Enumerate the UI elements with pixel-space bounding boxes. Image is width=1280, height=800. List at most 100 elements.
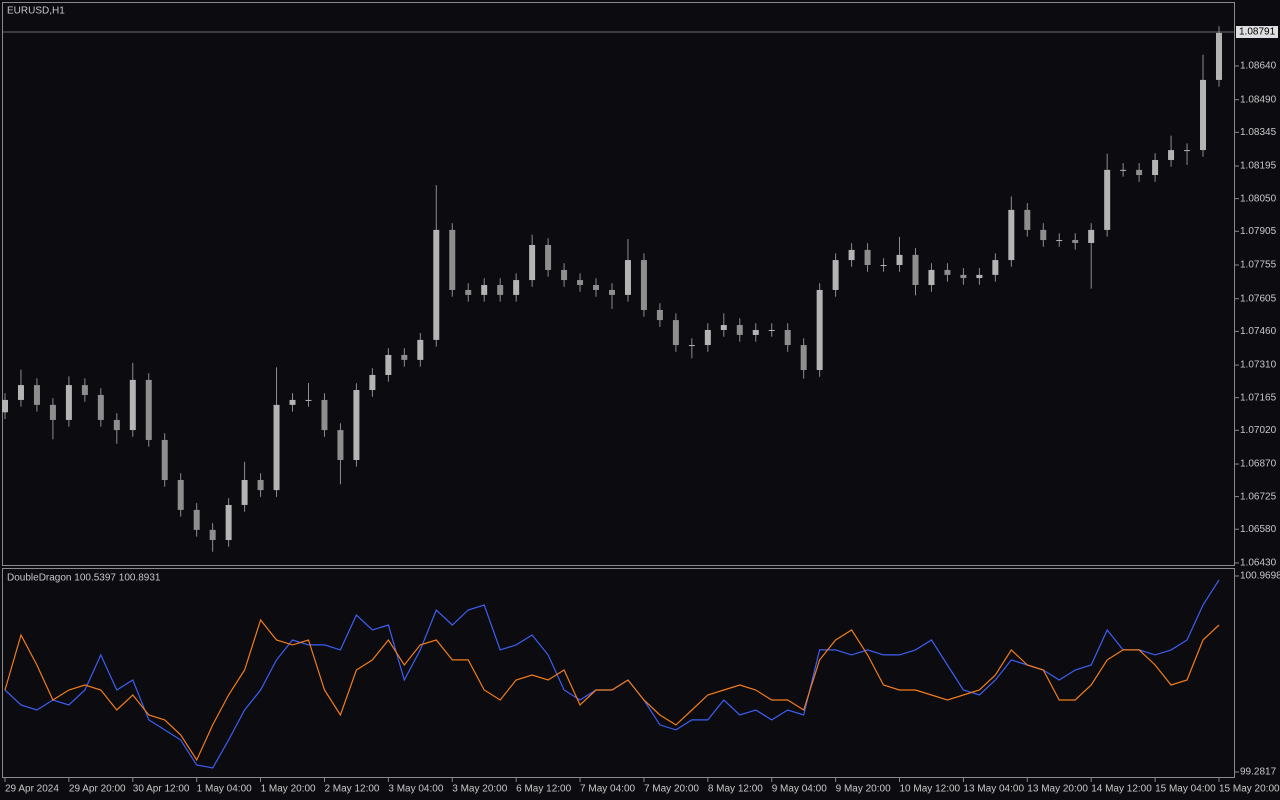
candle-body — [593, 285, 600, 290]
y-tick-label: 1.06870 — [1240, 459, 1277, 470]
candle-body — [944, 269, 951, 275]
candle-body — [545, 244, 552, 270]
x-tick-label: 9 May 04:00 — [772, 784, 827, 795]
candle-body — [1200, 79, 1207, 151]
candle-body — [1152, 159, 1159, 176]
candle-body — [816, 289, 823, 371]
main-panel — [2, 2, 1235, 566]
candle-body — [848, 249, 855, 261]
candle-body — [704, 329, 711, 346]
x-tick-label: 13 May 04:00 — [963, 784, 1024, 795]
candle-body — [321, 399, 328, 431]
candle-body — [1008, 209, 1015, 261]
x-tick-label: 29 Apr 2024 — [5, 784, 59, 795]
candle-body — [129, 379, 136, 431]
candle-body — [928, 269, 935, 286]
x-tick-label: 2 May 12:00 — [324, 784, 379, 795]
candle-body — [1024, 209, 1031, 230]
candle-body — [369, 374, 376, 391]
indicator-panel — [2, 568, 1235, 778]
candle-body — [193, 509, 200, 530]
candle-body — [992, 260, 999, 275]
candle-body — [720, 325, 727, 330]
candle-body — [672, 320, 679, 346]
candle-body — [912, 254, 919, 286]
x-tick-label: 29 Apr 20:00 — [69, 784, 126, 795]
candle-body — [752, 329, 759, 335]
candle-body — [1120, 169, 1127, 171]
candle-body — [465, 289, 472, 295]
y-tick-label: 1.08195 — [1240, 161, 1277, 172]
candle-body — [113, 419, 120, 431]
candle-body — [513, 280, 520, 295]
candle-body — [608, 289, 615, 295]
y-tick-label: 1.07460 — [1240, 326, 1277, 337]
candle-body — [736, 325, 743, 335]
candle-body — [417, 339, 424, 360]
y-tick-label: 100.9698 — [1240, 571, 1280, 582]
candle-body — [896, 254, 903, 265]
y-tick-label: 1.08050 — [1240, 193, 1277, 204]
y-tick-label: 1.06725 — [1240, 491, 1277, 502]
x-tick-label: 8 May 12:00 — [708, 784, 763, 795]
candle-body — [161, 439, 168, 480]
x-tick-label: 30 Apr 12:00 — [133, 784, 190, 795]
y-tick-label: 1.07605 — [1240, 293, 1277, 304]
x-tick-label: 15 May 20:00 — [1219, 784, 1280, 795]
indicator-title: DoubleDragon 100.5397 100.8931 — [7, 573, 161, 584]
candle-body — [768, 329, 775, 331]
candle-body — [800, 345, 807, 371]
y-tick-label: 1.07755 — [1240, 260, 1277, 271]
candle-body — [1072, 240, 1079, 243]
x-tick-label: 7 May 20:00 — [644, 784, 699, 795]
candle-body — [209, 529, 216, 541]
candle-body — [273, 404, 280, 491]
candle-body — [656, 309, 663, 321]
y-tick-label: 1.06580 — [1240, 524, 1277, 535]
candle-body — [688, 345, 695, 347]
x-tick-label: 3 May 04:00 — [388, 784, 443, 795]
candle-body — [449, 229, 456, 290]
candle-body — [305, 399, 312, 401]
candle-body — [17, 385, 24, 400]
chart-title: EURUSD,H1 — [7, 6, 65, 17]
candle-body — [1040, 229, 1047, 241]
y-tick-label: 1.07165 — [1240, 392, 1277, 403]
candle-body — [976, 274, 983, 279]
candle-body — [640, 260, 647, 310]
candle-body — [225, 504, 232, 541]
candle-body — [337, 430, 344, 460]
candle-body — [97, 394, 104, 420]
y-tick-label: 1.08490 — [1240, 94, 1277, 105]
candle-body — [289, 399, 296, 405]
candle-body — [33, 385, 40, 405]
candle-body — [1168, 150, 1175, 160]
candle-body — [832, 260, 839, 290]
x-tick-label: 7 May 04:00 — [580, 784, 635, 795]
candle-body — [864, 249, 871, 265]
candle-body — [1104, 169, 1111, 230]
candle-body — [1184, 150, 1191, 152]
candle-body — [385, 354, 392, 375]
candle-body — [1, 399, 8, 413]
candle-body — [1088, 229, 1095, 243]
candle-body — [353, 390, 360, 460]
candle-body — [241, 479, 248, 505]
x-tick-label: 10 May 12:00 — [900, 784, 961, 795]
y-tick-label: 1.07020 — [1240, 425, 1277, 436]
candle-body — [577, 280, 584, 286]
x-tick-label: 6 May 12:00 — [516, 784, 571, 795]
candle-body — [81, 385, 88, 395]
y-tick-label: 1.08640 — [1240, 61, 1277, 72]
candle-body — [529, 244, 536, 281]
x-tick-label: 13 May 20:00 — [1027, 784, 1088, 795]
y-tick-label: 1.06430 — [1240, 558, 1277, 569]
indicator-line — [4, 618, 1220, 762]
candle-body — [257, 479, 264, 491]
x-tick-label: 1 May 04:00 — [197, 784, 252, 795]
last-price-box — [1236, 26, 1278, 39]
candle-body — [960, 274, 967, 279]
y-tick-label: 99.2817 — [1240, 767, 1277, 778]
last-price-label: 1.08791 — [1239, 27, 1276, 38]
